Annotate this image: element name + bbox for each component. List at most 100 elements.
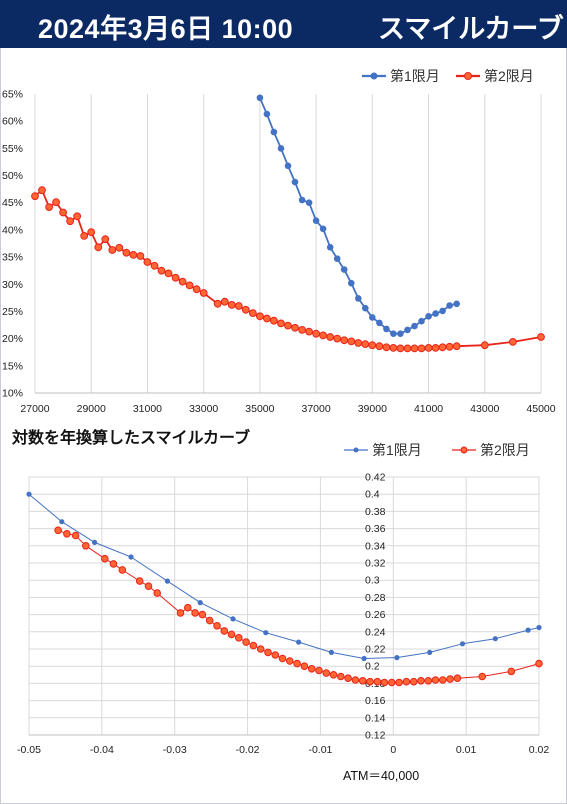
data-point — [424, 344, 433, 352]
data-point — [31, 192, 39, 201]
data-point — [535, 659, 543, 668]
data-point — [373, 677, 382, 686]
data-point — [397, 330, 404, 338]
data-point — [256, 645, 265, 653]
data-point — [164, 578, 170, 584]
log-smile-curve-chart: 対数を年換算したスマイルカーブ 0.120.140.160.180.20.220… — [11, 428, 549, 783]
data-point — [82, 542, 90, 550]
x-tick-label: 35000 — [245, 403, 274, 415]
series-line — [57, 529, 540, 683]
x-tick-label: 43000 — [470, 403, 499, 415]
data-point — [157, 266, 166, 275]
data-point — [38, 186, 46, 195]
data-point — [144, 582, 153, 590]
y-tick-label: 0.14 — [365, 712, 386, 724]
data-point — [351, 676, 360, 684]
data-point — [305, 327, 314, 336]
data-point — [358, 676, 367, 685]
data-point — [143, 258, 152, 266]
data-point — [293, 659, 301, 668]
data-point — [270, 128, 278, 136]
data-point — [459, 641, 466, 647]
chart2-series-2 — [54, 526, 543, 687]
y-tick-label: 10% — [2, 388, 23, 400]
y-tick-label: 15% — [2, 360, 23, 372]
x-tick-label: -0.05 — [17, 744, 41, 756]
data-point — [271, 651, 280, 659]
data-point — [431, 344, 440, 352]
y-tick-label: 0.2 — [365, 661, 380, 673]
data-point — [286, 657, 294, 665]
y-tick-label: 0.28 — [365, 592, 386, 604]
data-point — [164, 269, 173, 278]
data-point — [446, 302, 453, 309]
chart2-gridlines — [28, 476, 540, 736]
data-point — [329, 671, 338, 679]
data-point — [199, 289, 208, 297]
data-point — [291, 178, 299, 186]
data-point — [315, 666, 323, 675]
data-point — [220, 627, 229, 635]
data-point — [185, 281, 194, 290]
y-tick-label: 0.26 — [365, 609, 386, 621]
data-point — [73, 212, 82, 221]
data-point — [390, 330, 397, 338]
chart2-y-axis-ticks: 0.120.140.160.180.20.220.240.260.280.30.… — [365, 472, 386, 742]
y-tick-label: 40% — [2, 224, 23, 236]
x-tick-label: 39000 — [358, 403, 387, 415]
data-point — [171, 273, 180, 282]
chart2-title: 対数を年換算したスマイルカーブ — [11, 428, 250, 447]
data-point — [249, 309, 257, 318]
data-point — [191, 609, 199, 617]
x-tick-label: 33000 — [189, 403, 218, 415]
chart1-legend: 第1限月 第2限月 — [362, 68, 534, 84]
y-tick-label: 20% — [2, 333, 23, 345]
y-tick-label: 30% — [2, 279, 23, 291]
x-tick-label: 27000 — [20, 403, 49, 415]
data-point — [242, 638, 250, 646]
y-tick-label: 0.24 — [365, 626, 386, 638]
data-point — [366, 677, 374, 686]
data-point — [431, 676, 440, 684]
y-tick-label: 0.42 — [365, 472, 386, 484]
data-point — [101, 554, 109, 563]
data-point — [92, 539, 98, 545]
legend2-series1-label: 第1限月 — [372, 442, 422, 458]
data-point — [383, 325, 390, 333]
data-point — [410, 344, 419, 353]
y-tick-label: 0.22 — [365, 644, 386, 656]
legend1-series2-label: 第2限月 — [484, 68, 534, 84]
data-point — [340, 266, 348, 273]
data-point — [394, 655, 400, 661]
series-line — [28, 493, 540, 659]
data-point — [178, 277, 187, 286]
data-point — [375, 342, 384, 351]
x-tick-label: -0.02 — [236, 744, 260, 756]
data-point — [409, 677, 418, 686]
data-point — [509, 338, 517, 346]
y-tick-label: 65% — [2, 89, 23, 101]
data-point — [101, 235, 110, 244]
data-point — [312, 329, 321, 338]
data-point — [417, 344, 426, 353]
data-point — [263, 630, 269, 636]
data-point — [153, 589, 161, 597]
data-point — [278, 654, 287, 663]
data-point — [234, 302, 243, 310]
data-point — [205, 616, 214, 625]
data-point — [136, 252, 145, 260]
y-tick-label: 45% — [2, 197, 23, 209]
data-point — [347, 337, 356, 346]
data-point — [66, 217, 74, 226]
chart1-series-2 — [31, 186, 545, 353]
x-tick-label: -0.04 — [90, 744, 114, 756]
data-point — [241, 305, 250, 314]
data-point — [94, 243, 103, 252]
y-tick-label: 25% — [2, 306, 23, 318]
data-point — [427, 649, 433, 655]
legend1-series2-marker — [464, 72, 472, 80]
y-tick-label: 0.16 — [365, 695, 386, 707]
data-point — [198, 610, 207, 619]
data-point — [312, 217, 320, 224]
data-point — [348, 279, 355, 287]
